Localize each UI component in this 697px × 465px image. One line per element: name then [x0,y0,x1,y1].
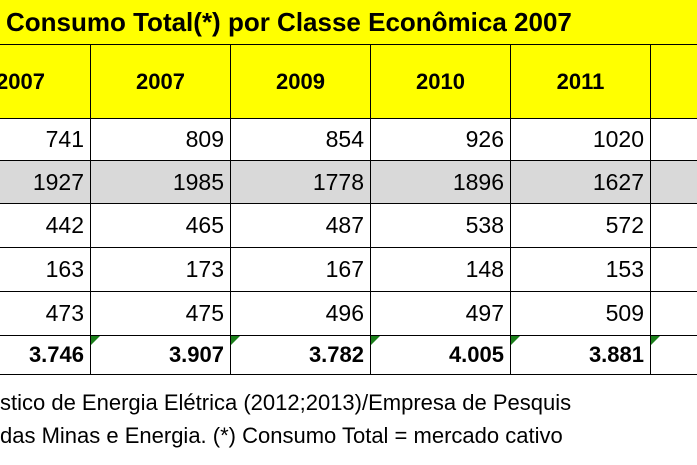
table-cell: 496 [230,291,371,336]
table-cell: 148 [370,247,511,292]
column-header: 2011 [510,44,651,119]
table-cell: 173 [90,247,231,292]
total-cell: 3.907 [90,335,231,375]
total-cell: 3.881 [510,335,651,375]
empty-cell [650,160,697,204]
table-cell: 153 [510,247,651,292]
column-header: 2010 [370,44,511,119]
table-cell: 487 [230,203,371,248]
table-cell: 1778 [230,160,371,204]
empty-cell [650,203,697,248]
empty-cell [650,118,697,161]
column-header: 2009 [230,44,371,119]
table-title: Consumo Total(*) por Classe Econômica 20… [0,0,697,46]
table-cell: 741 [0,118,91,161]
table-cell: 497 [370,291,511,336]
column-header: 2007 [90,44,231,119]
error-indicator [651,336,660,345]
footnote: das Minas e Energia. (*) Consumo Total =… [0,423,563,448]
table-cell: 465 [90,203,231,248]
table-cell: 167 [230,247,371,292]
total-cell: 4.005 [370,335,511,375]
table-cell: 809 [90,118,231,161]
error-indicator [231,336,240,345]
table-cell: 1020 [510,118,651,161]
table-cell: 572 [510,203,651,248]
column-header: 2007 [0,44,91,119]
table-cell: 1927 [0,160,91,204]
empty-cell [650,291,697,336]
empty-cell [650,247,697,292]
empty-cell [650,335,697,375]
table-cell: 1627 [510,160,651,204]
error-indicator [91,336,100,345]
table-cell: 475 [90,291,231,336]
table-cell: 163 [0,247,91,292]
table-cell: 473 [0,291,91,336]
error-indicator [371,336,380,345]
total-cell: 3.746 [0,335,91,375]
table-cell: 854 [230,118,371,161]
column-header: 2 [650,44,697,119]
table-cell: 1985 [90,160,231,204]
error-indicator [511,336,520,345]
table-cell: 926 [370,118,511,161]
total-cell: 3.782 [230,335,371,375]
table-cell: 538 [370,203,511,248]
table-cell: 1896 [370,160,511,204]
footnote: stico de Energia Elétrica (2012;2013)/Em… [0,390,572,415]
table-cell: 442 [0,203,91,248]
table-cell: 509 [510,291,651,336]
